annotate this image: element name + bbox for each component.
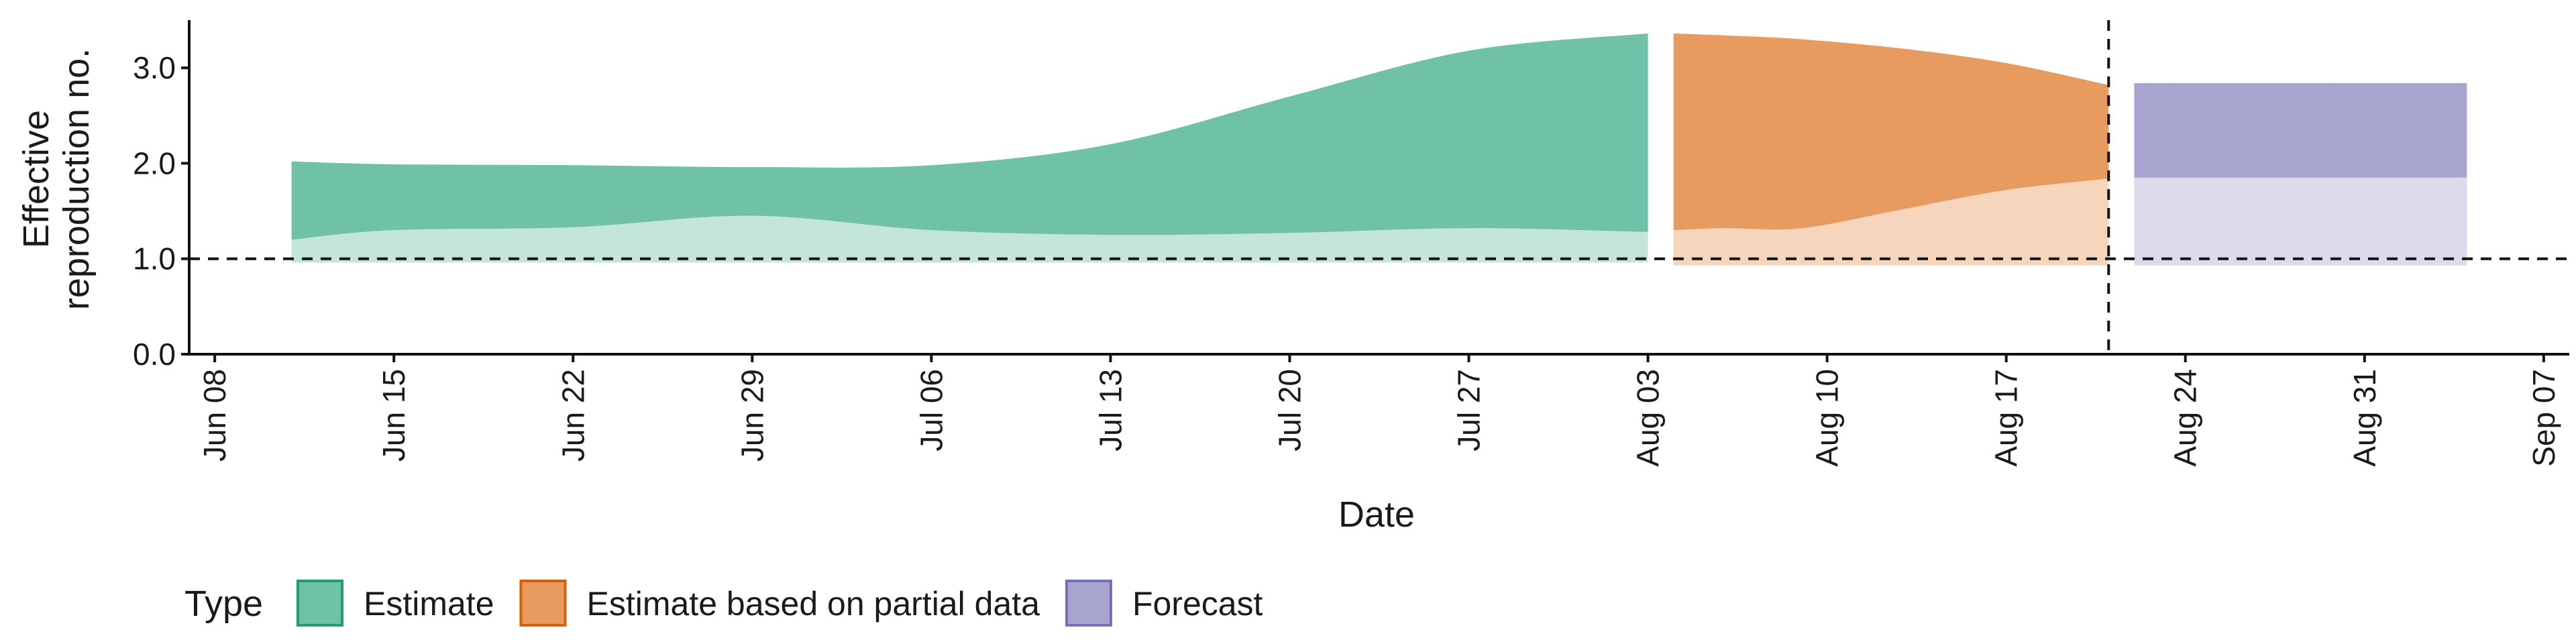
legend-label-estimate-based-on-partial-data: Estimate based on partial data: [587, 585, 1040, 623]
x-tick-label: Jul 06: [914, 369, 949, 451]
band-outer-forecast: [2134, 83, 2467, 178]
x-tick-label: Jun 15: [376, 369, 411, 462]
band-inner-estimate: [291, 215, 1648, 263]
x-tick-label: Aug 10: [1810, 369, 1845, 467]
axes: [188, 20, 2569, 356]
x-tick-label: Jun 22: [555, 369, 590, 462]
y-axis-title: Effective reproduction no.: [16, 48, 97, 310]
y-tick-label: 0.0: [133, 337, 176, 372]
legend-title: Type: [184, 584, 263, 624]
legend: Type Estimate Estimate based on partial d…: [184, 580, 1263, 627]
x-tick-label: Jun 29: [735, 369, 769, 462]
y-tick-label: 3.0: [133, 50, 176, 85]
x-tick-label: Jun 08: [197, 369, 232, 462]
legend-key-estimate: [297, 580, 343, 627]
band-inner-forecast: [2134, 177, 2467, 266]
band-outer-estimate: [291, 33, 1648, 240]
x-axis-title: Date: [1338, 494, 1415, 535]
y-tick-label: 2.0: [133, 146, 176, 180]
x-tick-label: Jul 13: [1093, 369, 1128, 451]
x-tick-label: Jul 27: [1452, 369, 1487, 451]
legend-label-forecast: Forecast: [1132, 585, 1263, 623]
x-tick-label: Aug 31: [2347, 369, 2382, 467]
reference-lines: [189, 20, 2569, 354]
x-axis-ticks: Jun 08 Jun 15 Jun 22 Jun 29 Jul 06 Jul 13 Jul …: [197, 354, 2561, 467]
plot-bands: [291, 33, 2467, 266]
y-axis-title-line-2: reproduction no.: [56, 48, 97, 310]
x-tick-label: Aug 03: [1631, 369, 1666, 467]
band-outer-estimate-based-on-partial-data: [1673, 33, 2109, 231]
legend-label-estimate: Estimate: [364, 585, 494, 623]
y-tick-label: 1.0: [133, 241, 176, 276]
x-tick-label: Sep 07: [2526, 369, 2561, 467]
y-axis-ticks: 0.0 1.0 2.0 3.0: [133, 50, 189, 372]
band-inner-estimate-based-on-partial-data: [1673, 178, 2109, 266]
legend-key-estimate-based-on-partial-data: [519, 580, 567, 627]
y-axis-title-line-1: Effective: [16, 110, 56, 248]
x-tick-label: Aug 24: [2168, 369, 2203, 467]
legend-key-forecast: [1065, 580, 1112, 627]
x-tick-label: Aug 17: [1989, 369, 2024, 467]
x-tick-label: Jul 20: [1272, 369, 1307, 451]
